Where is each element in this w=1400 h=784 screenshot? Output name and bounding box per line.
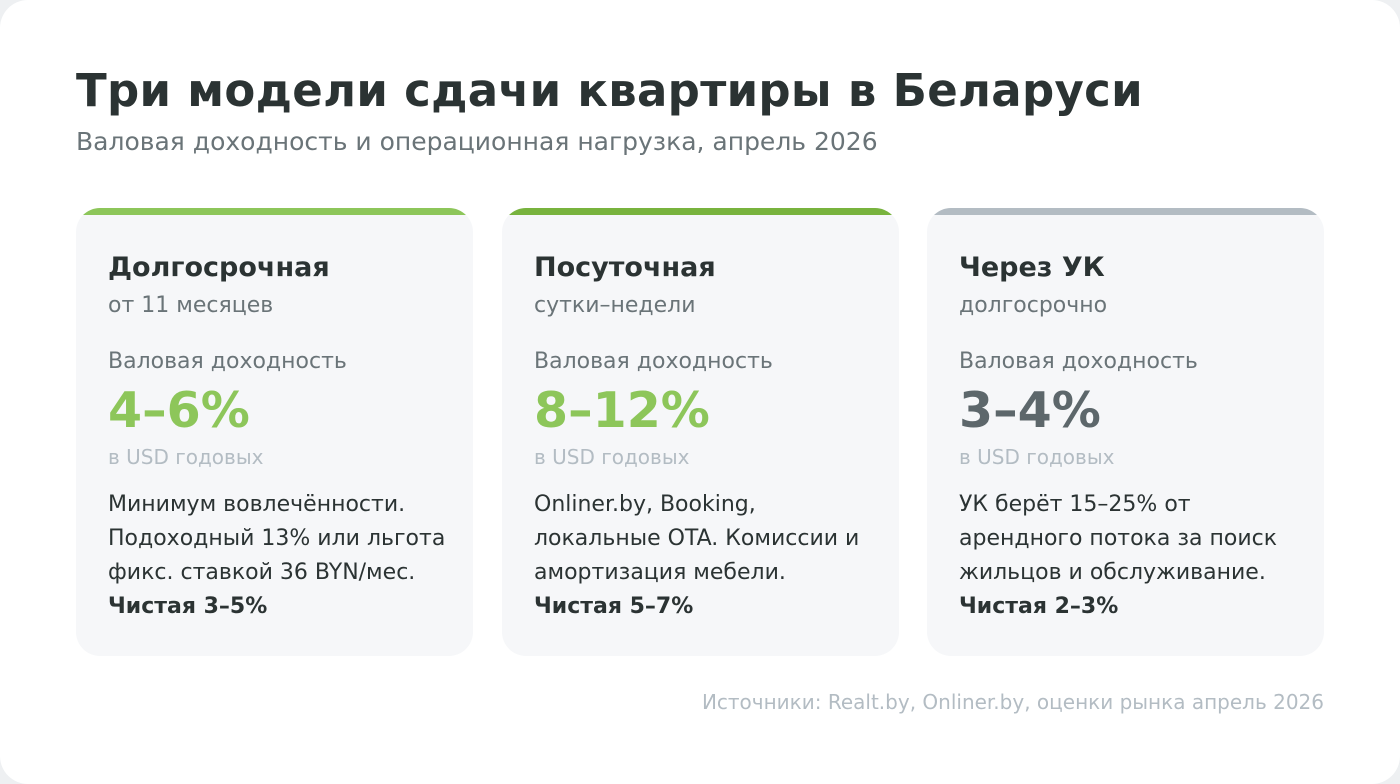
card-accent-bar: [502, 208, 899, 215]
card-net-yield: Чистая 2–3%: [959, 594, 1119, 619]
card-yield-value: 8–12%: [534, 382, 710, 439]
card-accent-bar: [76, 208, 473, 215]
card-description: УК берёт 15–25% от арендного потока за п…: [959, 488, 1299, 624]
card-period: сутки–недели: [534, 293, 696, 318]
card-description-text: Onliner.by, Booking, локальные OTA. Коми…: [534, 492, 860, 585]
card-management-company: Через УК долгосрочно Валовая доходность …: [927, 208, 1324, 656]
card-net-yield: Чистая 3–5%: [108, 594, 268, 619]
card-yield-value: 4–6%: [108, 382, 250, 439]
card-unit: в USD годовых: [959, 445, 1115, 469]
page-title: Три модели сдачи квартиры в Беларуси: [76, 64, 1143, 117]
card-name: Через УК: [959, 252, 1105, 283]
card-unit: в USD годовых: [534, 445, 690, 469]
card-description-text: Минимум вовлечённости. Подоходный 13% ил…: [108, 492, 446, 585]
card-daily: Посуточная сутки–недели Валовая доходнос…: [502, 208, 899, 656]
card-long-term: Долгосрочная от 11 месяцев Валовая доход…: [76, 208, 473, 656]
card-yield-value: 3–4%: [959, 382, 1101, 439]
card-period: долгосрочно: [959, 293, 1108, 318]
card-net-yield: Чистая 5–7%: [534, 594, 694, 619]
card-name: Посуточная: [534, 252, 716, 283]
card-accent-bar: [927, 208, 1324, 215]
sources-note: Источники: Realt.by, Onliner.by, оценки …: [701, 690, 1324, 714]
card-metric-label: Валовая доходность: [534, 349, 773, 374]
card-period: от 11 месяцев: [108, 293, 274, 318]
card-metric-label: Валовая доходность: [108, 349, 347, 374]
card-description: Onliner.by, Booking, локальные OTA. Коми…: [534, 488, 874, 624]
card-unit: в USD годовых: [108, 445, 264, 469]
card-description-text: УК берёт 15–25% от арендного потока за п…: [959, 492, 1278, 585]
card-metric-label: Валовая доходность: [959, 349, 1198, 374]
card-description: Минимум вовлечённости. Подоходный 13% ил…: [108, 488, 448, 624]
page-subtitle: Валовая доходность и операционная нагруз…: [76, 127, 878, 156]
card-name: Долгосрочная: [108, 252, 330, 283]
